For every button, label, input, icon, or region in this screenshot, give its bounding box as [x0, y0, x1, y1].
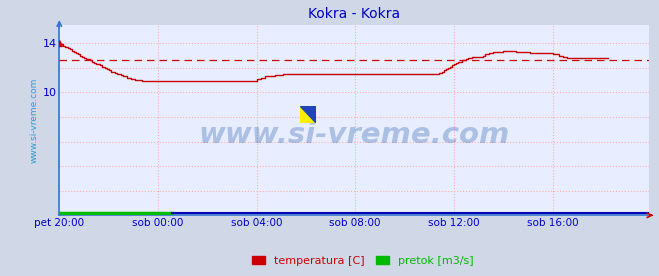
Text: www.si-vreme.com: www.si-vreme.com: [198, 121, 510, 149]
Legend: temperatura [C], pretok [m3/s]: temperatura [C], pretok [m3/s]: [247, 251, 478, 270]
Y-axis label: www.si-vreme.com: www.si-vreme.com: [29, 77, 38, 163]
Polygon shape: [300, 106, 316, 123]
Polygon shape: [300, 106, 316, 123]
Title: Kokra - Kokra: Kokra - Kokra: [308, 7, 400, 21]
